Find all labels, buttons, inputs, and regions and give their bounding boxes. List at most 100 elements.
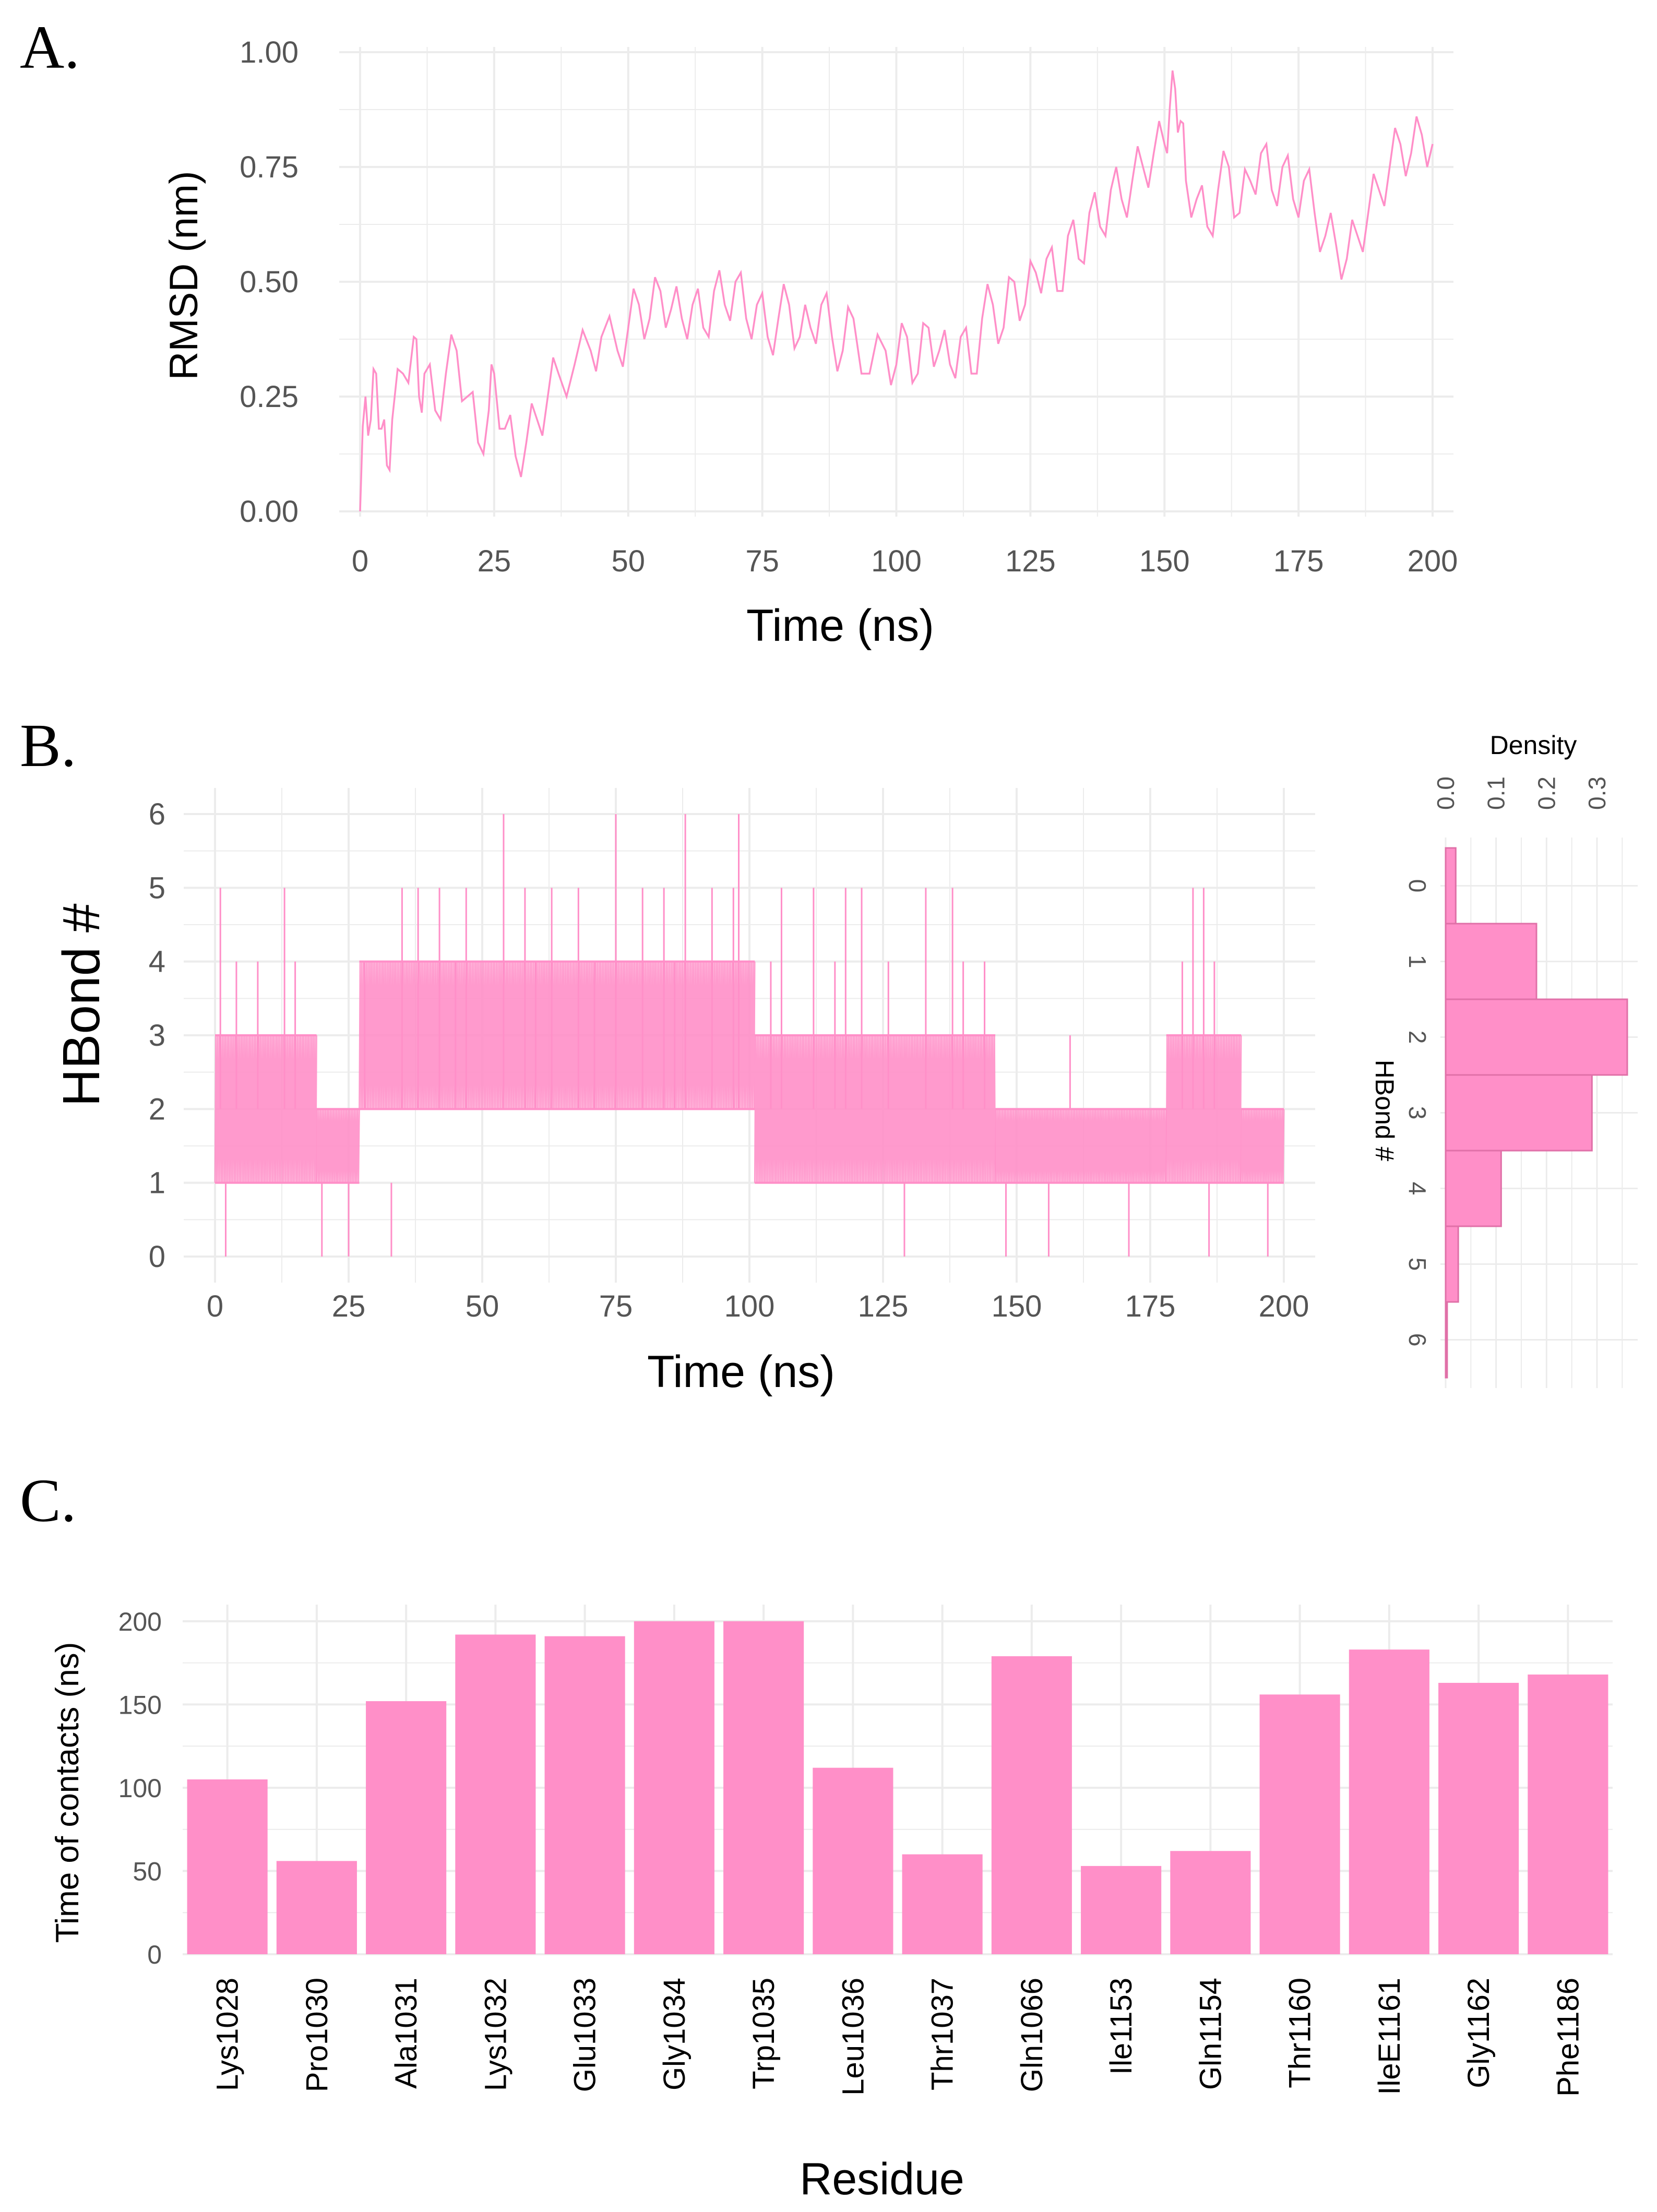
panel-b-density-histogram: 0.0 0.1 0.2 0.3 0 1 2 3 4 5 6 Density HB… [1370,731,1638,1388]
panel-b-label: B. [20,711,76,780]
panel-c-x-axis-title: Residue [800,2154,964,2204]
residue-label: Gln1154 [1194,1978,1227,2090]
panel-b-y-ticks: 0 1 2 3 4 5 6 [149,797,165,1274]
panel-a-x-ticks: 0 25 50 75 100 125 150 175 200 [352,544,1458,578]
histogram-hbond-tick-label: 0 [1404,879,1431,893]
panel-a-x-tick-label: 0 [352,544,368,578]
panel-b-x-tick-label: 75 [599,1289,633,1323]
panel-a-x-axis-title: Time (ns) [746,601,934,651]
panel-a-x-tick-label: 50 [611,544,645,578]
contact-bar [187,1779,268,1954]
panel-a-y-axis-title: RMSD (nm) [162,171,206,380]
histogram-hbond-tick-label: 3 [1404,1106,1431,1120]
panel-a-label: A. [20,13,80,81]
panel-a-y-tick-label: 0.25 [240,380,299,414]
histogram-bar [1445,923,1537,1000]
histogram-hbond-tick-label: 5 [1404,1258,1431,1271]
residue-label: Ala1031 [389,1978,423,2089]
residue-label: Glu1033 [568,1978,602,2092]
residue-label: Gly1162 [1462,1978,1496,2088]
panel-a-y-tick-label: 1.00 [240,35,299,69]
panel-a-x-tick-label: 175 [1273,544,1324,578]
hbond-band-segment [214,1035,317,1183]
hbond-band-segment [1240,1109,1285,1183]
panel-c-y-tick-label: 200 [118,1607,162,1636]
histogram-bar [1445,998,1628,1076]
contact-bar [276,1861,357,1954]
panel-c-contacts-chart: C. 0 50 100 150 200 Lys1028 Pro1030 Ala1… [20,1466,1613,2204]
histogram-hbond-ticks: 0 1 2 3 4 5 6 [1404,879,1431,1347]
panel-b-y-tick-label: 1 [149,1166,165,1200]
contact-bar [991,1656,1072,1954]
panel-c-y-tick-label: 100 [118,1774,162,1803]
contact-bar [455,1634,536,1954]
histogram-hbond-tick-label: 6 [1404,1333,1431,1347]
histogram-bar [1445,1074,1593,1152]
hbond-spikes [219,814,1269,1257]
histogram-density-ticks: 0.0 0.1 0.2 0.3 [1432,776,1611,810]
panel-c-bars [187,1621,1608,1954]
histogram-density-tick-label: 0.1 [1483,776,1510,810]
contact-bar [1349,1649,1429,1954]
panel-a-x-tick-label: 150 [1139,544,1190,578]
panel-b-x-tick-label: 50 [466,1289,499,1323]
histogram-bar [1445,1150,1502,1227]
panel-a-y-tick-label: 0.00 [240,495,299,529]
histogram-bars [1445,847,1628,1379]
panel-c-y-axis-title: Time of contacts (ns) [50,1642,86,1943]
histogram-hbond-tick-label: 4 [1404,1182,1431,1195]
panel-b-y-tick-label: 5 [149,871,165,905]
panel-b-x-tick-label: 100 [724,1289,775,1323]
residue-label: Lys1028 [211,1978,245,2091]
panel-b-x-tick-label: 0 [207,1289,223,1323]
rmsd-series-line [359,70,1434,512]
residue-label: Gln1066 [1015,1978,1049,2092]
panel-b-y-axis-title: HBond # [52,903,111,1107]
panel-b-y-tick-label: 4 [149,945,165,979]
histogram-hbond-tick-label: 2 [1404,1031,1431,1044]
hbond-band-segment [359,961,756,1109]
residue-label: Gly1034 [658,1978,692,2090]
contact-bar [1438,1682,1519,1954]
residue-label: Ile1153 [1104,1978,1138,2075]
panel-a-x-tick-label: 200 [1408,544,1458,578]
contact-bar [544,1636,625,1954]
histogram-bar [1445,1301,1448,1379]
panel-c-y-ticks: 0 50 100 150 200 [118,1607,162,1969]
residue-label: Pro1030 [300,1978,334,2092]
panel-a-gridlines [339,47,1453,517]
residue-label: IleE1161 [1373,1978,1406,2095]
panel-a-rmsd-chart: A. 0.00 0.25 0.50 0.75 1.00 0 25 50 75 1… [20,13,1458,651]
panel-a-y-ticks: 0.00 0.25 0.50 0.75 1.00 [240,35,299,529]
panel-a-x-tick-label: 25 [478,544,511,578]
contact-bar [1170,1851,1251,1954]
panel-b-x-tick-label: 175 [1125,1289,1176,1323]
panel-c-residue-labels: Lys1028 Pro1030 Ala1031 Lys1032 Glu1033 … [211,1978,1586,2097]
panel-b-x-ticks: 0 25 50 75 100 125 150 175 200 [207,1289,1309,1323]
residue-label: Leu1036 [836,1978,870,2096]
hbond-band-segment [316,1109,360,1183]
histogram-density-tick-label: 0.3 [1583,776,1611,810]
contact-bar [1259,1694,1340,1954]
hbond-series [214,814,1285,1257]
histogram-bar [1445,1225,1459,1303]
panel-c-y-tick-label: 150 [118,1690,162,1719]
histogram-bar [1445,847,1457,925]
contact-bar [1081,1866,1162,1954]
contact-bar [902,1854,983,1954]
hbond-band-segment [754,1035,996,1183]
panel-a-x-tick-label: 100 [871,544,922,578]
histogram-hbond-axis-title: HBond # [1370,1060,1399,1162]
panel-b-x-tick-label: 125 [858,1289,909,1323]
panel-a-x-tick-label: 125 [1005,544,1056,578]
contact-bar [723,1621,804,1954]
contact-bar [1528,1675,1608,1954]
panel-b-hbond-chart: B. 0 1 2 3 4 5 6 0 25 50 75 100 125 150 … [20,711,1315,1397]
panel-a-y-tick-label: 0.75 [240,150,299,184]
panel-b-y-tick-label: 0 [149,1240,165,1274]
contact-bar [813,1767,893,1954]
residue-label: Trp1035 [747,1978,781,2089]
histogram-density-tick-label: 0.0 [1432,776,1459,810]
panel-c-label: C. [20,1466,76,1535]
